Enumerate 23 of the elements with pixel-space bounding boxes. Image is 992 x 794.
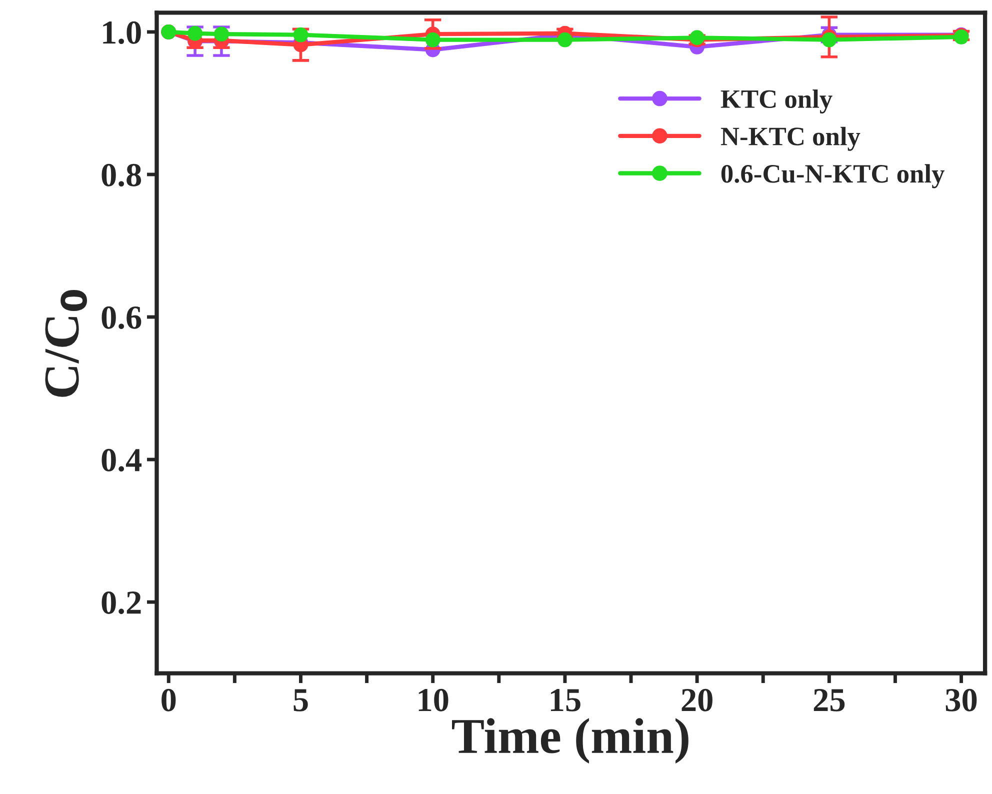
x-tick-label: 5 xyxy=(294,689,308,712)
x-tick-label: 10 xyxy=(418,688,448,712)
legend-label: KTC only xyxy=(720,89,832,114)
legend-label: 0.6-Cu-N-KTC only xyxy=(721,164,944,188)
point xyxy=(557,32,572,48)
y-tick-label: 1.0 xyxy=(103,21,141,44)
point xyxy=(425,32,440,48)
y-tick-label: 0.4 xyxy=(102,448,142,472)
x-tick-label: 25 xyxy=(814,688,845,712)
legend-label: N-KTC only xyxy=(720,126,860,151)
x-tick-label: 30 xyxy=(946,688,977,712)
x-tick-label: 0 xyxy=(162,688,176,712)
x-axis-title: Time (min) xyxy=(452,718,688,764)
point xyxy=(822,32,837,48)
y-axis-title: C/C$_{0}$ xyxy=(45,290,88,397)
point xyxy=(214,26,229,42)
y-tick-label: 0.2 xyxy=(102,591,141,614)
y-tick-label: 0.8 xyxy=(102,164,142,187)
x-tick-label: 20 xyxy=(682,688,712,712)
y-tick-label: 0.6 xyxy=(102,306,142,330)
point xyxy=(188,26,203,41)
x-tick-label: 15 xyxy=(550,689,580,712)
point xyxy=(293,27,308,42)
